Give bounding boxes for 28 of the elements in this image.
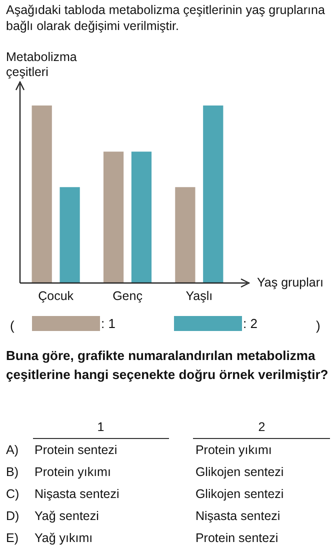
text: : 2 bbox=[243, 316, 258, 331]
text: Yağ sentezi bbox=[34, 508, 100, 525]
text: ( bbox=[10, 318, 14, 333]
x-tick-label: Genç bbox=[112, 288, 142, 303]
text: ) bbox=[316, 318, 320, 333]
text: C) bbox=[5, 486, 20, 503]
text: Protein yıkımı bbox=[194, 442, 273, 459]
text: D) bbox=[5, 508, 20, 525]
text: Protein yıkımı bbox=[34, 464, 112, 481]
text: : 1 bbox=[101, 316, 116, 331]
y-axis-title: Metabolizma çeşitleri bbox=[6, 50, 78, 80]
text: Nişasta sentezi bbox=[194, 508, 282, 525]
text: 1 bbox=[32, 416, 170, 438]
text: Protein sentezi bbox=[34, 442, 118, 459]
text: B) bbox=[5, 464, 20, 481]
x-tick-label: Yaşlı bbox=[186, 288, 213, 303]
text: A) bbox=[5, 442, 20, 459]
text: Nişasta sentezi bbox=[34, 486, 120, 503]
text: Glikojen sentezi bbox=[194, 486, 285, 503]
text: 2 bbox=[193, 416, 330, 438]
text: Yağ yıkımı bbox=[34, 530, 94, 547]
text: Protein sentezi bbox=[194, 530, 280, 547]
chart-title: Aşağıdaki tabloda metabolizma çeşitlerinin yaş gruplarına bağlı olarak değişimi verilmiştir. bbox=[6, 2, 326, 34]
text: Buna göre, grafikte numaralandırılan metabolizma çeşitlerine hangi seçenekte doğru örnek verilmiştir? bbox=[6, 347, 330, 384]
text: E) bbox=[5, 530, 20, 547]
x-tick-label: Çocuk bbox=[38, 288, 74, 303]
x-axis-title: Yaş grupları bbox=[257, 275, 324, 290]
text: Glikojen sentezi bbox=[194, 464, 285, 481]
